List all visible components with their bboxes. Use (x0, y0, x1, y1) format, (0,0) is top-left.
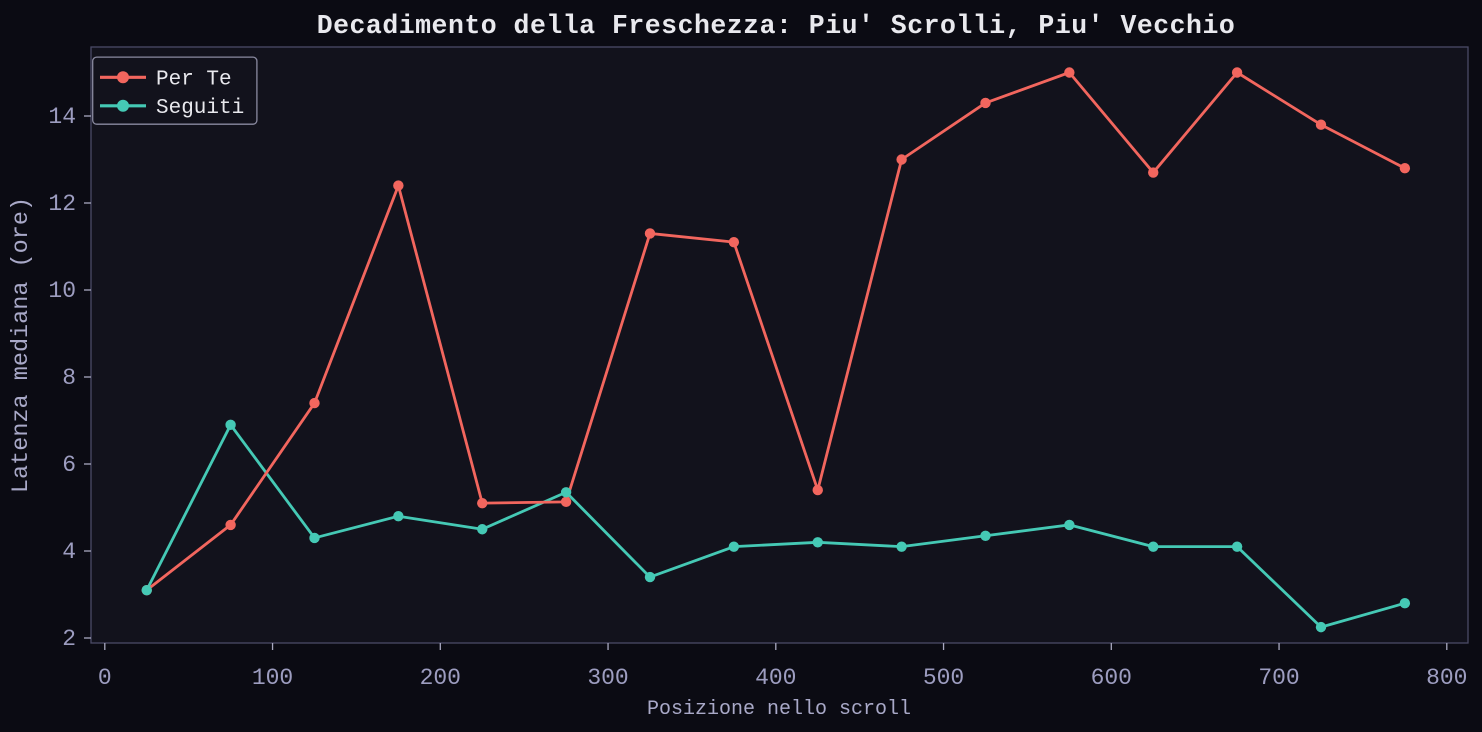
svg-text:8: 8 (62, 365, 76, 391)
svg-text:600: 600 (1091, 665, 1132, 691)
svg-text:Latenza mediana (ore): Latenza mediana (ore) (8, 197, 35, 493)
svg-text:400: 400 (755, 665, 796, 691)
svg-text:2: 2 (62, 626, 76, 652)
svg-text:800: 800 (1426, 665, 1467, 691)
svg-text:500: 500 (923, 665, 964, 691)
svg-text:Per Te: Per Te (156, 68, 232, 91)
svg-text:700: 700 (1258, 665, 1299, 691)
svg-text:12: 12 (48, 191, 76, 217)
svg-text:200: 200 (420, 665, 461, 691)
svg-text:Posizione nello scroll: Posizione nello scroll (647, 698, 911, 721)
svg-text:6: 6 (62, 452, 76, 478)
svg-text:300: 300 (587, 665, 628, 691)
svg-text:100: 100 (252, 665, 293, 691)
svg-text:0: 0 (98, 665, 112, 691)
svg-text:14: 14 (48, 104, 76, 130)
svg-text:10: 10 (48, 278, 76, 304)
svg-text:Seguiti: Seguiti (156, 97, 244, 120)
svg-text:4: 4 (62, 539, 76, 565)
